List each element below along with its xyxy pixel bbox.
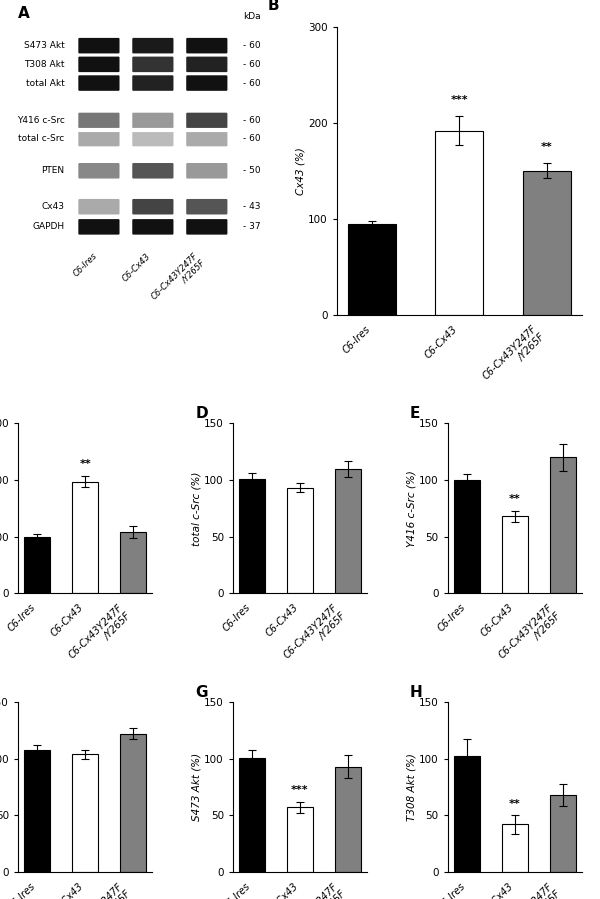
Text: E: E [410, 406, 421, 422]
Text: ***: *** [451, 94, 468, 104]
Text: **: ** [541, 142, 553, 152]
Y-axis label: S473 Akt (%): S473 Akt (%) [191, 753, 202, 821]
Text: - 60: - 60 [243, 41, 261, 50]
Text: H: H [410, 685, 423, 700]
FancyBboxPatch shape [79, 199, 119, 215]
FancyBboxPatch shape [132, 112, 173, 129]
Text: total Akt: total Akt [26, 78, 65, 87]
Text: - 60: - 60 [243, 60, 261, 69]
Text: **: ** [509, 494, 521, 503]
FancyBboxPatch shape [79, 76, 119, 91]
Bar [454, 756, 480, 872]
FancyBboxPatch shape [132, 219, 173, 235]
Text: - 60: - 60 [243, 78, 261, 87]
Bar [72, 482, 98, 593]
FancyBboxPatch shape [132, 130, 173, 147]
Text: PTEN: PTEN [41, 166, 65, 175]
Text: Cx43: Cx43 [41, 202, 65, 211]
Y-axis label: T308 Akt (%): T308 Akt (%) [406, 753, 416, 821]
Bar [287, 488, 313, 593]
Bar [523, 171, 571, 315]
Text: S473 Akt: S473 Akt [24, 41, 65, 50]
Text: ***: *** [291, 785, 309, 795]
Bar [550, 458, 576, 593]
FancyBboxPatch shape [132, 163, 173, 179]
Bar [120, 532, 146, 593]
FancyBboxPatch shape [79, 130, 119, 147]
Text: - 43: - 43 [243, 202, 261, 211]
Text: G: G [195, 685, 208, 700]
Bar [502, 824, 528, 872]
FancyBboxPatch shape [132, 57, 173, 72]
Text: D: D [195, 406, 208, 422]
Bar [24, 750, 50, 872]
Y-axis label: Y416 c-Src (%): Y416 c-Src (%) [406, 470, 416, 547]
FancyBboxPatch shape [79, 112, 119, 129]
Text: C6-Cx43: C6-Cx43 [121, 252, 153, 283]
FancyBboxPatch shape [186, 199, 227, 215]
Text: total c-Src: total c-Src [19, 134, 65, 143]
FancyBboxPatch shape [186, 57, 227, 72]
Bar [502, 516, 528, 593]
Text: - 60: - 60 [243, 134, 261, 143]
Bar [454, 480, 480, 593]
FancyBboxPatch shape [186, 130, 227, 147]
FancyBboxPatch shape [132, 199, 173, 215]
Bar [335, 767, 361, 872]
FancyBboxPatch shape [79, 38, 119, 53]
FancyBboxPatch shape [79, 163, 119, 179]
Text: C6-Ires: C6-Ires [71, 252, 99, 279]
FancyBboxPatch shape [186, 38, 227, 53]
Text: T308 Akt: T308 Akt [24, 60, 65, 69]
Text: A: A [18, 6, 30, 22]
Bar [287, 807, 313, 872]
FancyBboxPatch shape [132, 38, 173, 53]
Y-axis label: total c-Src (%): total c-Src (%) [191, 471, 202, 546]
FancyBboxPatch shape [186, 219, 227, 235]
Text: **: ** [509, 798, 521, 808]
Text: GAPDH: GAPDH [32, 222, 65, 231]
Text: C6-Cx43Y247F
/Y265F: C6-Cx43Y247F /Y265F [149, 252, 207, 309]
Bar [24, 537, 50, 593]
Bar [239, 479, 265, 593]
Text: kDa: kDa [243, 13, 261, 22]
Bar [120, 734, 146, 872]
Bar [72, 754, 98, 872]
FancyBboxPatch shape [132, 76, 173, 91]
Text: - 50: - 50 [243, 166, 261, 175]
FancyBboxPatch shape [186, 163, 227, 179]
Bar [239, 758, 265, 872]
FancyBboxPatch shape [79, 57, 119, 72]
Bar [348, 224, 396, 315]
FancyBboxPatch shape [79, 219, 119, 235]
Text: B: B [268, 0, 280, 13]
Text: - 60: - 60 [243, 116, 261, 125]
FancyBboxPatch shape [186, 112, 227, 129]
Text: **: ** [79, 459, 91, 469]
Text: Y416 c-Src: Y416 c-Src [17, 116, 65, 125]
Text: - 37: - 37 [243, 222, 261, 231]
FancyBboxPatch shape [186, 76, 227, 91]
Bar [550, 795, 576, 872]
Y-axis label: Cx43 (%): Cx43 (%) [295, 147, 305, 195]
Bar [436, 130, 484, 315]
Bar [335, 468, 361, 593]
